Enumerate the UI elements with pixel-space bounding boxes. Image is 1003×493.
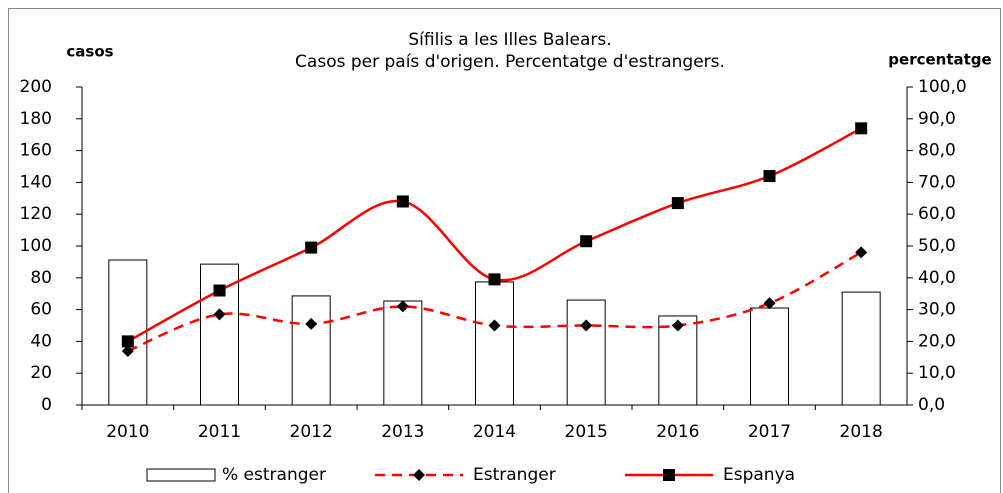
bar bbox=[841, 291, 881, 406]
marker bbox=[413, 469, 425, 481]
y2-tick-label: 90,0 bbox=[918, 109, 956, 129]
y-tick-label: 80 bbox=[30, 268, 52, 288]
marker bbox=[488, 273, 501, 286]
x-tick-label: 2010 bbox=[106, 422, 149, 442]
marker bbox=[213, 284, 226, 297]
x-tick-label: 2013 bbox=[381, 422, 424, 442]
x-tick-label: 2011 bbox=[198, 422, 241, 442]
x-tick-label: 2014 bbox=[473, 422, 516, 442]
bar bbox=[383, 300, 423, 406]
marker bbox=[488, 319, 501, 332]
x-tick-label: 2016 bbox=[656, 422, 699, 442]
marker bbox=[396, 300, 409, 313]
y2-tick-label: 40,0 bbox=[918, 268, 956, 288]
y2-tick-label: 80,0 bbox=[918, 141, 956, 161]
marker bbox=[396, 195, 409, 208]
y2-tick-label: 70,0 bbox=[918, 172, 956, 192]
marker bbox=[763, 297, 776, 310]
chart-title: Sífilis a les Illes Balears. bbox=[408, 30, 611, 50]
y-axis-label: casos bbox=[66, 43, 113, 61]
y-tick-label: 60 bbox=[30, 300, 52, 320]
y-tick-label: 160 bbox=[20, 141, 52, 161]
legend-swatch bbox=[146, 468, 216, 482]
marker bbox=[305, 241, 318, 254]
marker bbox=[663, 469, 675, 481]
marker bbox=[855, 122, 868, 135]
y2-tick-label: 30,0 bbox=[918, 300, 956, 320]
y-tick-label: 20 bbox=[30, 363, 52, 383]
legend-label: Espanya bbox=[723, 465, 795, 485]
legend-label: Estranger bbox=[473, 465, 556, 485]
x-tick-label: 2012 bbox=[290, 422, 333, 442]
y2-tick-label: 60,0 bbox=[918, 204, 956, 224]
y2-tick-label: 10,0 bbox=[918, 363, 956, 383]
chart-frame bbox=[8, 8, 1001, 493]
y2-tick-label: 0,0 bbox=[918, 395, 945, 415]
y2-tick-label: 50,0 bbox=[918, 236, 956, 256]
marker bbox=[855, 246, 868, 259]
chart-subtitle: Casos per país d'origen. Percentatge d'e… bbox=[295, 52, 725, 72]
bar bbox=[475, 281, 514, 406]
x-tick-label: 2017 bbox=[748, 422, 791, 442]
y-tick-label: 140 bbox=[20, 172, 52, 192]
y2-tick-label: 100,0 bbox=[918, 77, 967, 97]
y-tick-label: 180 bbox=[20, 109, 52, 129]
bar bbox=[108, 259, 148, 406]
marker bbox=[580, 319, 593, 332]
marker bbox=[305, 317, 318, 330]
legend-label: % estranger bbox=[222, 465, 326, 485]
bar bbox=[291, 295, 331, 406]
y-tick-label: 40 bbox=[30, 331, 52, 351]
marker bbox=[671, 197, 684, 210]
x-tick-label: 2018 bbox=[840, 422, 883, 442]
x-tick-label: 2015 bbox=[565, 422, 608, 442]
y-tick-label: 100 bbox=[20, 236, 52, 256]
marker bbox=[213, 308, 226, 321]
marker bbox=[671, 319, 684, 332]
y-tick-label: 200 bbox=[20, 77, 52, 97]
bar bbox=[750, 307, 789, 406]
y-tick-label: 0 bbox=[41, 395, 52, 415]
y2-axis-label: percentatge bbox=[888, 51, 991, 69]
y-tick-label: 120 bbox=[20, 204, 52, 224]
marker bbox=[121, 335, 134, 348]
marker bbox=[580, 235, 593, 248]
marker bbox=[121, 344, 134, 357]
bar bbox=[566, 299, 606, 406]
marker bbox=[763, 170, 776, 183]
y2-tick-label: 20,0 bbox=[918, 331, 956, 351]
